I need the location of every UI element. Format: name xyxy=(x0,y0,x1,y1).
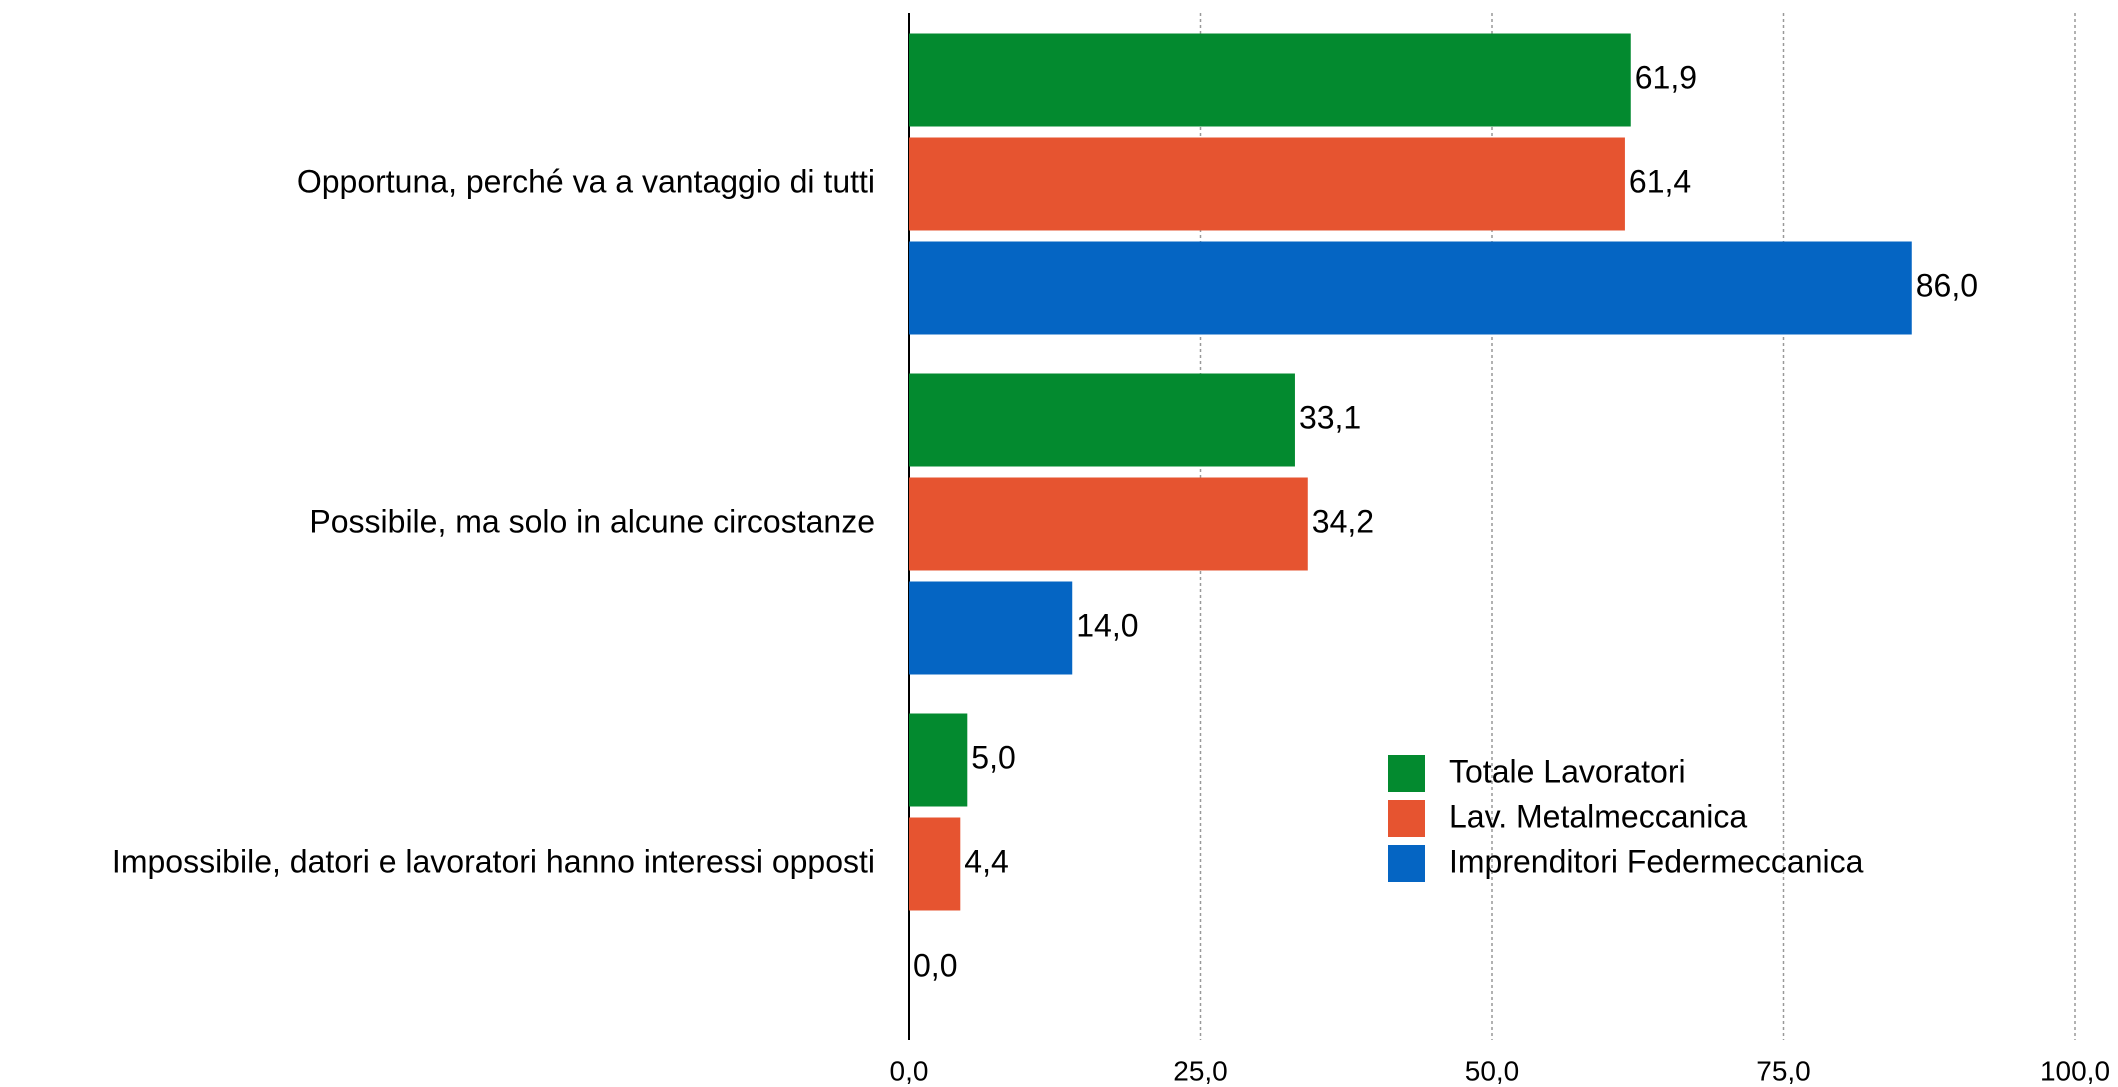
x-tick-label: 75,0 xyxy=(1756,1055,1811,1086)
data-label: 33,1 xyxy=(1299,399,1361,435)
data-label: 86,0 xyxy=(1916,267,1978,303)
data-label: 34,2 xyxy=(1312,503,1374,539)
bar xyxy=(909,373,1295,467)
bar xyxy=(909,241,1912,335)
legend-swatch xyxy=(1388,845,1425,882)
x-tick-label: 25,0 xyxy=(1173,1055,1228,1086)
data-label: 61,4 xyxy=(1629,163,1691,199)
legend-label: Totale Lavoratori xyxy=(1449,753,1686,789)
bar xyxy=(909,581,1073,675)
data-label: 0,0 xyxy=(913,947,957,983)
legend-swatch xyxy=(1388,755,1425,792)
bar xyxy=(909,817,961,911)
legend-label: Imprenditori Federmeccanica xyxy=(1449,843,1864,879)
x-tick-label: 50,0 xyxy=(1465,1055,1520,1086)
category-label: Opportuna, perché va a vantaggio di tutt… xyxy=(297,163,875,199)
x-tick-label: 100,0 xyxy=(2040,1055,2110,1086)
category-label: Possibile, ma solo in alcune circostanze xyxy=(309,503,875,539)
data-label: 14,0 xyxy=(1076,607,1138,643)
category-label: Impossibile, datori e lavoratori hanno i… xyxy=(112,843,875,879)
x-tick-label: 0,0 xyxy=(890,1055,929,1086)
data-label: 61,9 xyxy=(1635,59,1697,95)
data-label: 4,4 xyxy=(964,843,1008,879)
bar xyxy=(909,33,1631,127)
legend-swatch xyxy=(1388,800,1425,837)
bar xyxy=(909,713,968,807)
data-label: 5,0 xyxy=(971,739,1015,775)
bar xyxy=(909,477,1308,571)
legend-label: Lav. Metalmeccanica xyxy=(1449,798,1747,834)
bar xyxy=(909,137,1625,231)
